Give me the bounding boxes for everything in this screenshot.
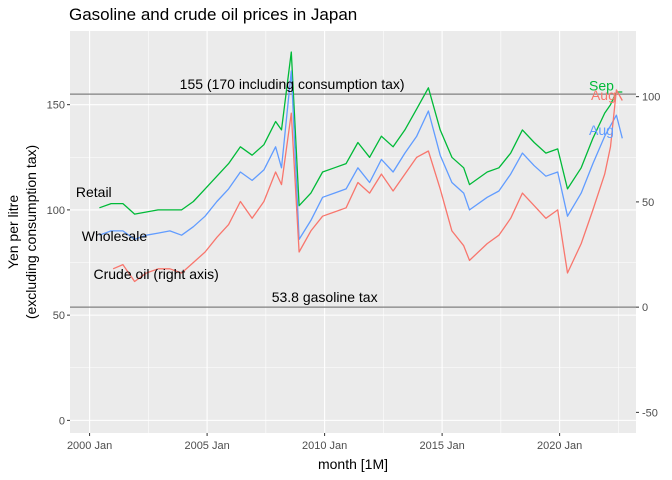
x-axis-tick-label: 2015 Jan: [419, 440, 464, 452]
x-axis-tick-label: 2005 Jan: [184, 440, 229, 452]
series-label-0: Retail: [76, 184, 112, 200]
series-end-label-1: Aug: [589, 122, 614, 138]
x-axis-tick-label: 2000 Jan: [67, 440, 112, 452]
y2-axis-tick-label: -50: [642, 407, 658, 419]
series-line-0: [99, 51, 623, 215]
reference-line-label-1: 53.8 gasoline tax: [272, 289, 378, 305]
series-end-label-2: Aug: [591, 87, 616, 103]
y-axis-tick-label: 100: [47, 205, 65, 217]
y2-axis-tick-label: 100: [642, 92, 660, 104]
series-line-1: [99, 70, 623, 241]
series-label-2: Crude oil (right axis): [94, 266, 219, 282]
y-axis-title-line-1: Yen per litre: [5, 195, 21, 269]
reference-lines: [70, 93, 636, 308]
x-axis-tick-label: 2020 Jan: [537, 440, 582, 452]
reference-line-label-0: 155 (170 including consumption tax): [180, 76, 405, 92]
y-axis-title-line-2: (excluding consumption tax): [23, 145, 39, 319]
x-axis-title: month [1M]: [318, 456, 388, 472]
chart-annotations: 155 (170 including consumption tax) 53.8 …: [76, 76, 616, 305]
y-axis-tick-label: 0: [59, 415, 65, 427]
series-lines: [99, 51, 623, 283]
y-axis-tick-label: 150: [47, 100, 65, 112]
chart-title: Gasoline and crude oil prices in Japan: [69, 5, 357, 24]
y2-axis-tick-label: 0: [642, 302, 648, 314]
series-label-1: Wholesale: [82, 228, 148, 244]
x-axis-tick-label: 2010 Jan: [302, 440, 347, 452]
y-axis-tick-label: 50: [53, 310, 65, 322]
y2-axis-tick-label: 50: [642, 197, 654, 209]
series-line-2: [112, 89, 623, 283]
series-end-label-0: Sep: [589, 78, 614, 94]
axes: 0 50 100 150 -50 0 50 100 2000 Jan 2005 Jan 2010 J…: [47, 92, 661, 452]
